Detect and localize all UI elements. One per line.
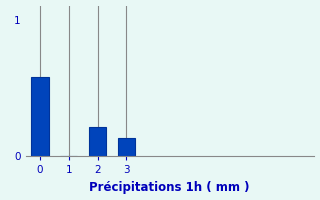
Bar	[31, 77, 49, 156]
Bar	[89, 127, 106, 156]
Bar	[118, 138, 135, 156]
X-axis label: Précipitations 1h ( mm ): Précipitations 1h ( mm )	[89, 181, 250, 194]
